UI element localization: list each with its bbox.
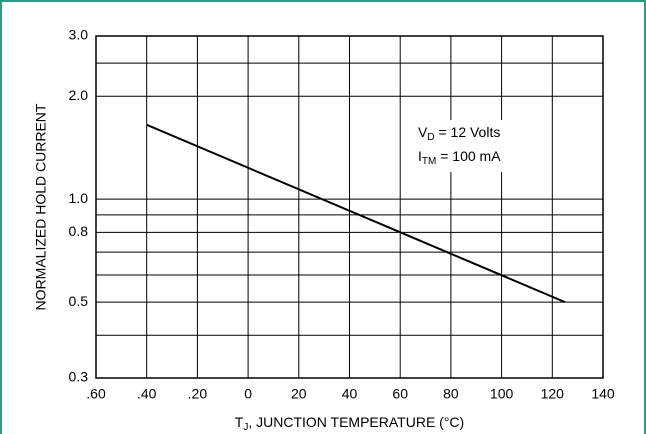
plot-border bbox=[95, 35, 604, 379]
annotation-rest: = 100 mA bbox=[436, 148, 501, 164]
x-tick-label: 100 bbox=[490, 386, 514, 402]
y-tick-label: 3.0 bbox=[69, 27, 89, 43]
annotation: VD = 12 Volts bbox=[418, 124, 500, 143]
data-line bbox=[146, 123, 566, 304]
y-axis-label: NORMALIZED HOLD CURRENT bbox=[33, 103, 49, 310]
x-axis-label-sub: J bbox=[243, 422, 248, 433]
y-tick-label: 0.8 bbox=[69, 223, 89, 239]
annotation-main: V bbox=[418, 124, 428, 140]
annotation-sub: D bbox=[427, 132, 434, 143]
y-tick-label: 2.0 bbox=[69, 87, 89, 103]
annotation-sub: TM bbox=[422, 156, 436, 167]
x-tick-label: 40 bbox=[342, 386, 358, 402]
y-tick-label: 0.3 bbox=[69, 369, 89, 385]
x-tick-label: .60 bbox=[86, 386, 106, 402]
x-tick-label: 60 bbox=[392, 386, 408, 402]
x-axis-label-main: T bbox=[235, 414, 244, 430]
x-axis-label-rest: , JUNCTION TEMPERATURE (°C) bbox=[248, 414, 464, 430]
x-tick-label: 120 bbox=[541, 386, 565, 402]
x-axis-label: TJ, JUNCTION TEMPERATURE (°C) bbox=[235, 414, 464, 433]
annotation-background bbox=[414, 120, 526, 172]
annotation: ITM = 100 mA bbox=[418, 148, 501, 167]
x-tick-label: .40 bbox=[137, 386, 157, 402]
y-tick-label: 0.5 bbox=[69, 293, 89, 309]
y-tick-label: 1.0 bbox=[69, 190, 89, 206]
x-tick-label: 140 bbox=[591, 386, 615, 402]
x-tick-label: 0 bbox=[244, 386, 252, 402]
x-tick-label: 80 bbox=[443, 386, 459, 402]
annotation-main: I bbox=[418, 148, 422, 164]
annotation-rest: = 12 Volts bbox=[435, 124, 501, 140]
x-tick-label: 20 bbox=[291, 386, 307, 402]
x-tick-label: .20 bbox=[188, 386, 208, 402]
